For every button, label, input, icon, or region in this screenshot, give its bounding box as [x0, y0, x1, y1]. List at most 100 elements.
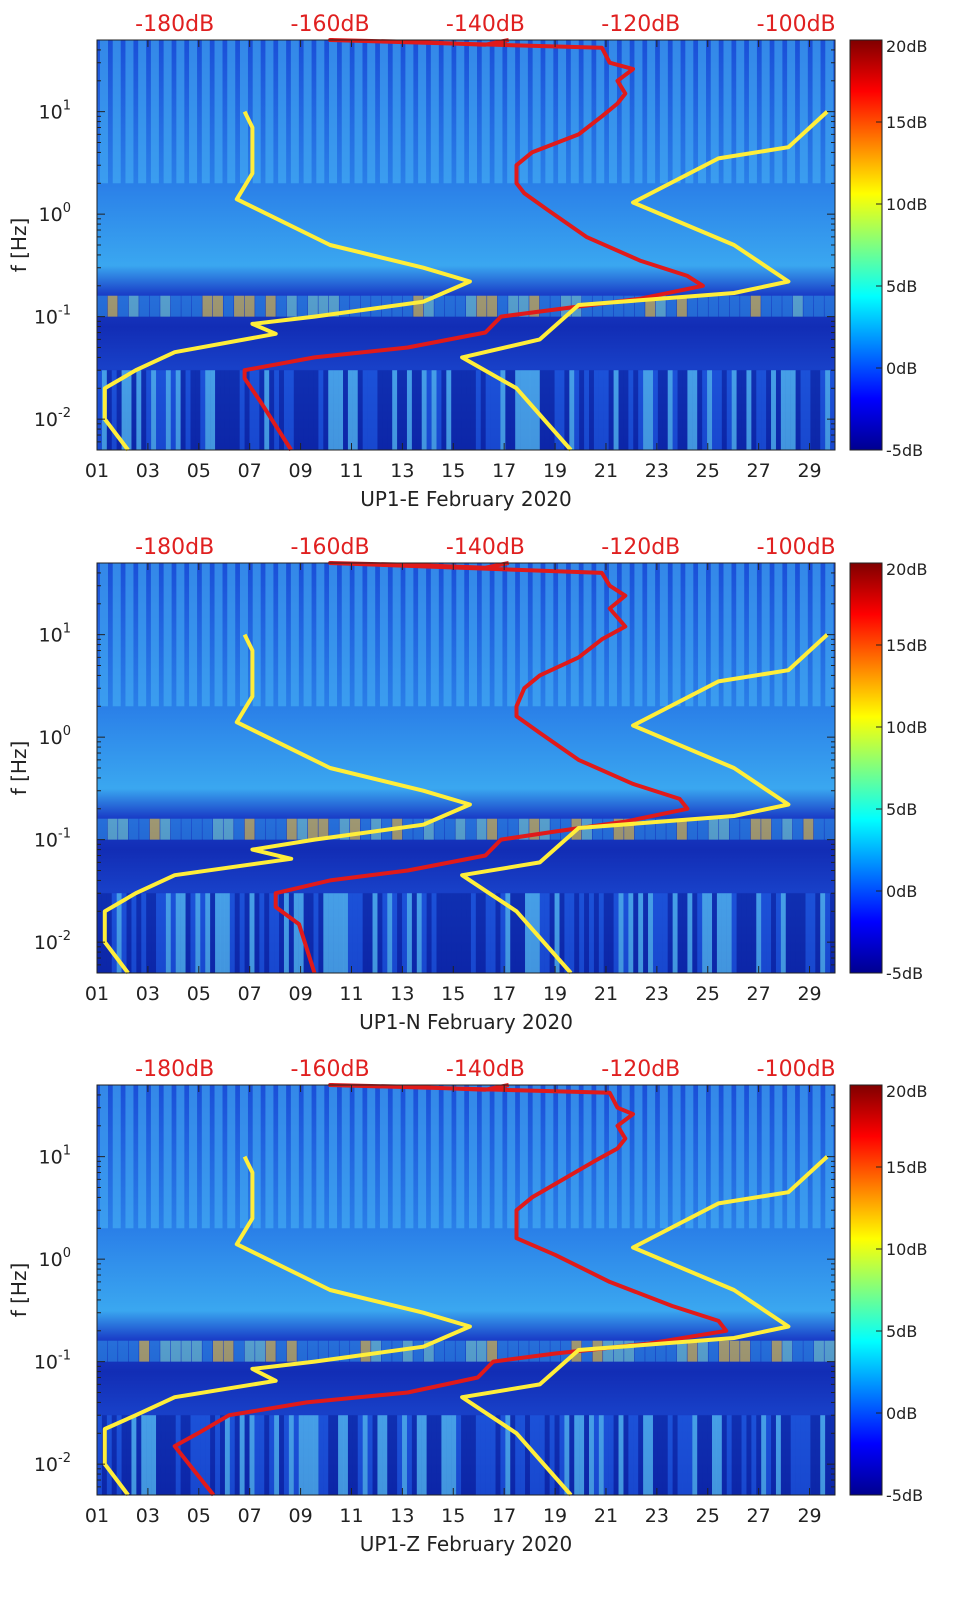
x-tick-label: 07 [238, 983, 262, 1005]
x-tick-label: 23 [645, 983, 669, 1005]
x-tick-label: 11 [339, 983, 363, 1005]
colorbar-gradient [849, 1084, 883, 1496]
top-db-tick-label: -180dB [135, 535, 214, 560]
x-axis-label: UP1-N February 2020 [359, 1010, 573, 1034]
colorbar-tick-label: 0dB [886, 1404, 917, 1423]
x-tick-label: 27 [747, 983, 771, 1005]
y-tick-label: 10-2 [34, 929, 71, 954]
colorbar-tick-label: 5dB [886, 277, 917, 296]
x-tick-label: 05 [187, 1505, 211, 1527]
x-axis-label: UP1-Z February 2020 [360, 1532, 573, 1556]
colorbar-tick-label: 20dB [886, 1082, 928, 1101]
x-tick-label: 13 [390, 460, 414, 482]
x-tick-label: 05 [187, 460, 211, 482]
y-axis-ticks: 10-2 10-1 100 101 [34, 562, 835, 974]
x-tick-label: 29 [797, 460, 821, 482]
colorbar-tick-label: -5dB [886, 964, 923, 983]
red-noise-curve [172, 1083, 729, 1497]
x-tick-label: 21 [594, 983, 618, 1005]
x-tick-label: 25 [696, 1505, 720, 1527]
yellow-noise-curve-1 [102, 1155, 472, 1497]
x-tick-label: 23 [645, 460, 669, 482]
y-tick-label: 10-2 [34, 1451, 71, 1476]
top-db-tick-label: -100dB [757, 1057, 836, 1082]
y-tick-label: 100 [39, 724, 71, 749]
yellow-noise-curve-2 [460, 1155, 829, 1497]
colorbar-tick-label: 15dB [886, 636, 928, 655]
colorbar: 20dB 15dB 10dB 5dB 0dB -5dB [849, 37, 928, 460]
x-tick-label: 21 [594, 460, 618, 482]
x-tick-label: 21 [594, 1505, 618, 1527]
top-db-tick-label: -120dB [601, 1057, 680, 1082]
y-tick-label: 100 [39, 201, 71, 226]
colorbar-gradient [849, 39, 883, 451]
yellow-noise-curve-1 [102, 110, 472, 452]
y-axis-label: f [Hz] [7, 218, 31, 273]
colorbar-tick-label: 10dB [886, 1240, 928, 1259]
top-db-tick-label: -180dB [135, 1057, 214, 1082]
top-db-tick-label: -120dB [601, 12, 680, 37]
x-tick-label: 05 [187, 983, 211, 1005]
colorbar-tick-label: 20dB [886, 37, 928, 56]
x-tick-label: 17 [492, 460, 516, 482]
panel-3: 01 03 05 07 09 11 13 15 17 19 21 23 25 27 29 UP1-Z Febr… [7, 1057, 928, 1556]
x-tick-label: 01 [85, 460, 109, 482]
x-tick-label: 09 [288, 460, 312, 482]
top-db-tick-label: -140dB [446, 535, 525, 560]
yellow-noise-curve-2 [460, 633, 829, 975]
x-tick-label: 23 [645, 1505, 669, 1527]
colorbar-tick-label: 0dB [886, 882, 917, 901]
top-db-tick-label: -140dB [446, 1057, 525, 1082]
x-tick-label: 25 [696, 983, 720, 1005]
top-db-axis: -180dB -160dB -140dB -120dB -100dB [135, 1057, 835, 1082]
y-tick-label: 10-1 [34, 1349, 71, 1374]
x-axis-ticks: 01 03 05 07 09 11 13 15 17 19 21 23 25 27 29 [85, 563, 822, 1005]
colorbar: 20dB 15dB 10dB 5dB 0dB -5dB [849, 560, 928, 983]
colorbar-tick-label: 10dB [886, 195, 928, 214]
top-db-tick-label: -140dB [446, 12, 525, 37]
colorbar-tick-label: 20dB [886, 560, 928, 579]
y-tick-label: 10-1 [34, 304, 71, 329]
panel-2: 01 03 05 07 09 11 13 15 17 19 21 23 25 27 29 UP1-N Febr… [7, 535, 928, 1034]
yellow-noise-curve-1 [102, 633, 472, 975]
y-axis-label: f [Hz] [7, 741, 31, 796]
x-tick-label: 17 [492, 1505, 516, 1527]
x-axis-ticks: 01 03 05 07 09 11 13 15 17 19 21 23 25 27 29 [85, 40, 822, 482]
colorbar-gradient [849, 562, 883, 974]
top-db-axis: -180dB -160dB -140dB -120dB -100dB [135, 12, 835, 37]
top-db-tick-label: -180dB [135, 12, 214, 37]
x-tick-label: 17 [492, 983, 516, 1005]
x-tick-label: 09 [288, 983, 312, 1005]
x-tick-label: 09 [288, 1505, 312, 1527]
x-tick-label: 01 [85, 983, 109, 1005]
x-tick-label: 03 [136, 460, 160, 482]
y-tick-label: 101 [39, 1144, 71, 1169]
colorbar: 20dB 15dB 10dB 5dB 0dB -5dB [849, 1082, 928, 1505]
x-tick-label: 07 [238, 460, 262, 482]
x-tick-label: 19 [543, 983, 567, 1005]
colorbar-tick-label: 10dB [886, 718, 928, 737]
x-tick-label: 27 [747, 460, 771, 482]
y-axis-label: f [Hz] [7, 1263, 31, 1318]
x-tick-label: 19 [543, 460, 567, 482]
y-tick-label: 10-1 [34, 827, 71, 852]
top-db-tick-label: -160dB [291, 12, 370, 37]
spectrogram-texture [97, 40, 836, 450]
y-axis-ticks: 10-2 10-1 100 101 [34, 39, 835, 451]
x-tick-label: 29 [797, 1505, 821, 1527]
colorbar-tick-label: -5dB [886, 1486, 923, 1505]
x-tick-label: 11 [339, 460, 363, 482]
x-tick-label: 07 [238, 1505, 262, 1527]
x-tick-label: 13 [390, 983, 414, 1005]
colorbar-tick-label: 0dB [886, 359, 917, 378]
x-tick-label: 03 [136, 983, 160, 1005]
x-tick-label: 27 [747, 1505, 771, 1527]
yellow-noise-curve-2 [460, 110, 829, 452]
y-tick-label: 100 [39, 1246, 71, 1271]
colorbar-tick-label: -5dB [886, 441, 923, 460]
x-tick-label: 29 [797, 983, 821, 1005]
top-db-tick-label: -160dB [291, 1057, 370, 1082]
x-tick-label: 15 [441, 460, 465, 482]
colorbar-tick-label: 15dB [886, 1158, 928, 1177]
